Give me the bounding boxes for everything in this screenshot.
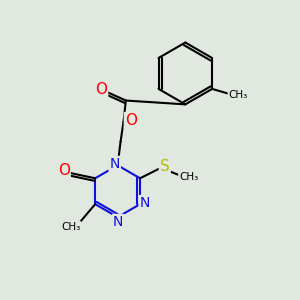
Text: N: N (110, 157, 120, 171)
Text: CH₃: CH₃ (61, 222, 80, 232)
Text: O: O (125, 113, 137, 128)
Text: O: O (95, 82, 107, 97)
Text: N: N (113, 215, 123, 229)
Text: S: S (160, 159, 170, 174)
Text: N: N (140, 196, 150, 210)
Text: O: O (58, 163, 70, 178)
Text: CH₃: CH₃ (228, 90, 248, 100)
Text: CH₃: CH₃ (179, 172, 198, 182)
